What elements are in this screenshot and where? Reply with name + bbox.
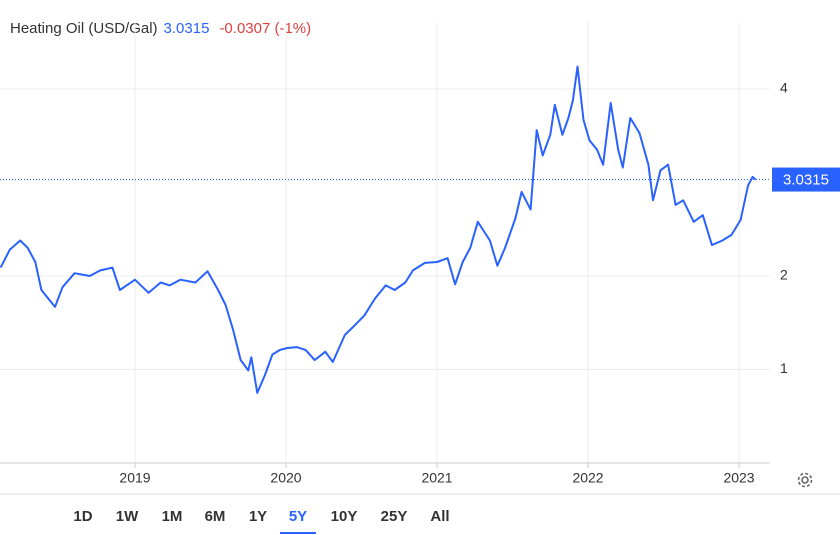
x-tick-label: 2021 bbox=[421, 470, 452, 486]
x-tick-label: 2023 bbox=[723, 470, 754, 486]
range-button[interactable]: 5Y bbox=[289, 508, 307, 525]
range-button[interactable]: 1W bbox=[116, 508, 139, 525]
range-button[interactable]: All bbox=[430, 508, 449, 525]
change: -0.0307 (-1%) bbox=[219, 20, 311, 37]
price-tag-label: 3.0315 bbox=[783, 172, 829, 189]
x-tick-label: 2020 bbox=[270, 470, 301, 486]
chart-title: Heating Oil (USD/Gal) bbox=[10, 20, 158, 37]
y-tick-label: 4 bbox=[780, 80, 788, 96]
settings-icon[interactable] bbox=[797, 472, 813, 488]
price: 3.0315 bbox=[164, 20, 210, 37]
price-tag bbox=[772, 167, 840, 192]
range-button[interactable]: 1M bbox=[162, 508, 183, 525]
range-button[interactable]: 1D bbox=[73, 508, 92, 525]
price-line bbox=[0, 65, 757, 394]
x-tick-label: 2022 bbox=[572, 470, 603, 486]
range-button[interactable]: 10Y bbox=[331, 508, 358, 525]
range-button[interactable]: 1Y bbox=[249, 508, 267, 525]
y-tick-label: 2 bbox=[780, 267, 788, 283]
range-button[interactable]: 25Y bbox=[381, 508, 408, 525]
y-tick-label: 1 bbox=[780, 360, 788, 376]
range-button[interactable]: 6M bbox=[205, 508, 226, 525]
x-tick-label: 2019 bbox=[119, 470, 150, 486]
